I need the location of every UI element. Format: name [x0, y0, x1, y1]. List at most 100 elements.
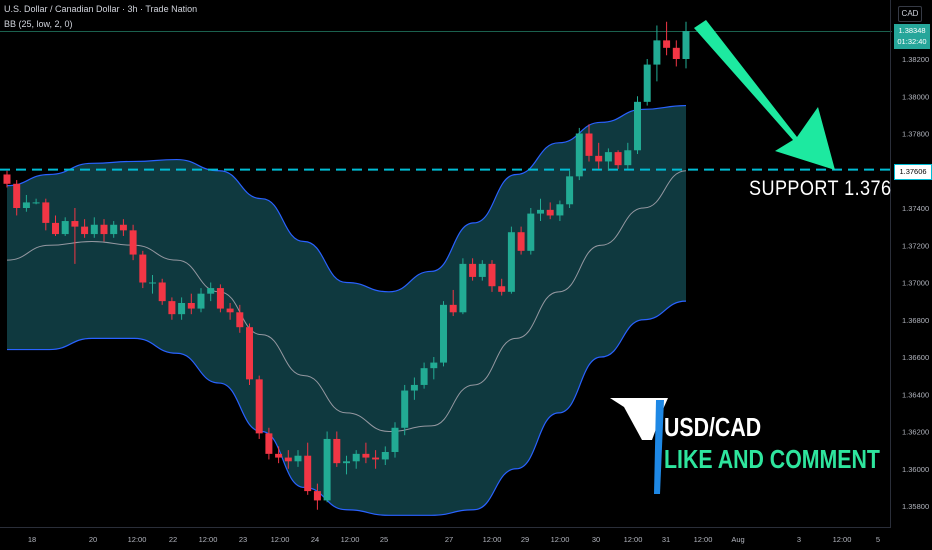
candle-body: [410, 384, 418, 391]
candle-body: [294, 455, 302, 462]
candle: [71, 208, 79, 264]
candle: [275, 446, 283, 464]
candle-body: [265, 433, 273, 454]
candle-body: [478, 263, 486, 277]
candle: [449, 289, 457, 317]
y-tick-label: 1.38200: [902, 55, 929, 64]
band-fill: [7, 105, 686, 516]
down-arrow-icon: [694, 20, 835, 170]
candle: [52, 215, 59, 236]
candle: [246, 323, 253, 385]
y-tick-label: 1.36400: [902, 390, 929, 399]
x-tick-label: 12:00: [833, 535, 852, 544]
candle-body: [275, 453, 283, 458]
candle-body: [197, 293, 205, 309]
candle-body: [81, 226, 89, 235]
candle: [362, 442, 370, 464]
candle: [391, 422, 399, 458]
candle-body: [682, 31, 690, 59]
candle: [178, 297, 186, 320]
y-tick-label: 1.37400: [902, 204, 929, 213]
candle: [352, 450, 360, 469]
candle-body: [32, 202, 40, 204]
candle-body: [119, 224, 127, 231]
candle-body: [168, 301, 176, 315]
candle: [90, 217, 98, 238]
candle-body: [13, 183, 21, 208]
candle: [236, 304, 244, 333]
candle-body: [585, 133, 593, 156]
brand-logo-icon: [610, 398, 668, 494]
candle: [81, 219, 89, 238]
candle: [488, 260, 496, 292]
bar-countdown: 01:32:40: [897, 37, 927, 46]
candle-body: [362, 453, 370, 458]
candle-body: [304, 455, 312, 492]
candle-body: [42, 202, 50, 223]
candle: [672, 40, 680, 67]
candle-body: [643, 64, 651, 102]
candle: [158, 278, 166, 305]
bollinger-bands: [6, 104, 687, 516]
candle: [119, 219, 127, 236]
logo-cta: LIKE AND COMMENT: [664, 444, 880, 474]
candle-body: [537, 209, 544, 214]
candle-body: [440, 304, 447, 363]
candle: [226, 302, 234, 320]
candle: [459, 258, 467, 315]
candle: [595, 142, 603, 169]
candle-body: [158, 282, 166, 302]
last-price: 1.38348: [898, 26, 926, 35]
candle-body: [517, 232, 525, 251]
candle-body: [401, 390, 409, 428]
x-tick-label: 23: [239, 535, 247, 544]
y-tick-label: 1.36600: [902, 353, 929, 362]
candle-body: [100, 224, 108, 235]
candle-body: [459, 263, 467, 313]
candle: [216, 284, 224, 313]
candle-body: [575, 133, 583, 177]
candle: [420, 362, 428, 389]
candle: [527, 208, 535, 255]
band-upper: [6, 104, 687, 293]
candle-body: [110, 224, 118, 235]
candle: [498, 278, 506, 296]
candle-body: [653, 40, 661, 65]
candle: [634, 96, 641, 154]
candle-body: [498, 286, 506, 292]
candle-body: [246, 327, 253, 380]
support-level: [0, 31, 892, 171]
candle-body: [672, 47, 680, 59]
candle: [410, 377, 418, 400]
candle: [129, 224, 137, 261]
candle: [32, 198, 40, 205]
x-tick-label: 31: [662, 535, 670, 544]
candle: [13, 180, 21, 216]
candle-body: [255, 379, 263, 434]
candle: [507, 226, 515, 294]
candle-body: [61, 221, 69, 235]
candle-body: [604, 152, 612, 162]
candle: [61, 217, 69, 236]
candle-body: [226, 308, 234, 313]
x-tick-label: 30: [592, 535, 600, 544]
currency-label[interactable]: CAD: [898, 6, 922, 22]
candle-body: [352, 453, 360, 462]
y-tick-label: 1.38000: [902, 92, 929, 101]
candle-body: [187, 302, 195, 309]
candle-body: [129, 230, 137, 255]
y-tick-label: 1.36200: [902, 428, 929, 437]
candle-body: [391, 427, 399, 452]
support-price-tag: 1.37606: [894, 164, 932, 180]
candle: [100, 219, 108, 242]
candle-body: [556, 204, 564, 216]
indicator-legend[interactable]: BB (25, low, 2, 0): [4, 19, 73, 29]
candle: [197, 288, 205, 313]
candle: [440, 301, 447, 367]
band-lower: [6, 300, 687, 516]
x-tick-label: 12:00: [694, 535, 713, 544]
y-tick-label: 1.36800: [902, 316, 929, 325]
x-tick-label: 22: [169, 535, 177, 544]
candle-body: [566, 176, 574, 205]
